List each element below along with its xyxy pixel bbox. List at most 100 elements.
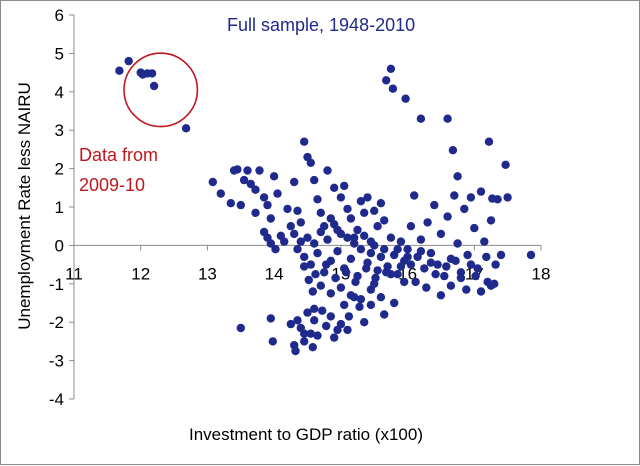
data-point <box>436 291 446 300</box>
data-point <box>322 260 331 269</box>
data-point <box>313 248 322 258</box>
data-point <box>310 239 319 248</box>
data-point <box>316 281 325 290</box>
data-points <box>115 56 536 356</box>
data-point <box>306 329 315 338</box>
y-tick-label: 5 <box>55 44 64 63</box>
axes <box>69 14 542 400</box>
data-point <box>350 233 359 242</box>
data-point <box>400 277 409 287</box>
data-point <box>360 208 369 217</box>
data-point <box>149 81 159 91</box>
data-point <box>376 199 386 208</box>
data-point <box>373 266 382 275</box>
data-point <box>360 231 369 240</box>
data-point <box>340 300 349 310</box>
annotation-line-2: 2009-10 <box>79 175 145 195</box>
data-point <box>420 264 429 273</box>
data-point <box>496 250 506 260</box>
y-tick-label: 4 <box>55 83 64 102</box>
data-point <box>318 306 327 315</box>
data-point <box>466 193 476 202</box>
data-point <box>401 94 410 103</box>
data-point <box>239 175 249 185</box>
data-point <box>320 268 329 277</box>
y-tick-label: 3 <box>55 121 64 140</box>
data-point <box>440 271 449 281</box>
data-point <box>422 283 431 292</box>
data-point <box>269 172 279 181</box>
data-point <box>363 193 372 202</box>
data-point <box>323 166 332 175</box>
data-point <box>403 245 412 254</box>
data-point <box>362 264 371 273</box>
data-point <box>336 229 346 239</box>
data-point <box>342 268 351 277</box>
data-point <box>470 223 479 233</box>
data-point <box>366 300 376 310</box>
data-point <box>443 212 452 221</box>
annotation-circle <box>123 52 199 128</box>
data-point <box>323 235 332 244</box>
data-point <box>147 69 157 78</box>
data-point <box>333 247 342 256</box>
data-point <box>436 229 446 239</box>
data-point <box>456 273 466 283</box>
data-point <box>115 66 124 75</box>
data-point <box>343 325 352 335</box>
data-point <box>343 233 352 242</box>
data-point <box>463 250 472 260</box>
data-point <box>466 260 476 269</box>
data-point <box>251 208 260 217</box>
y-tick-label: 1 <box>55 198 64 217</box>
data-point <box>366 248 376 258</box>
data-point <box>322 321 331 331</box>
data-point <box>300 262 309 271</box>
data-point <box>293 245 302 254</box>
data-point <box>480 237 489 246</box>
data-point <box>411 277 420 287</box>
data-point <box>266 214 275 223</box>
data-point <box>266 239 275 248</box>
data-point <box>351 277 360 287</box>
data-point <box>386 270 396 279</box>
data-point <box>376 293 386 302</box>
data-point <box>303 308 312 317</box>
data-point <box>344 312 354 321</box>
data-point <box>370 241 379 250</box>
data-point <box>308 287 317 296</box>
data-point <box>390 298 399 308</box>
data-point <box>526 250 536 260</box>
data-point <box>476 187 486 196</box>
data-point <box>326 312 335 321</box>
data-point <box>243 166 252 175</box>
data-point <box>311 270 320 279</box>
data-point <box>208 177 217 187</box>
data-point <box>350 293 359 302</box>
data-point <box>462 285 471 294</box>
x-tick-label: 12 <box>131 264 150 283</box>
data-point <box>460 204 469 214</box>
data-point <box>380 310 389 319</box>
data-point <box>396 237 406 246</box>
data-point <box>300 329 309 338</box>
data-point <box>346 254 356 263</box>
data-point <box>246 179 255 189</box>
data-point <box>355 302 364 311</box>
data-point <box>356 245 366 254</box>
data-point <box>273 189 282 198</box>
data-point <box>263 200 272 210</box>
data-point <box>306 260 315 269</box>
y-tick-label: 6 <box>55 6 64 25</box>
x-axis-title: Investment to GDP ratio (x100) <box>189 425 423 444</box>
data-point <box>236 200 245 210</box>
data-point <box>271 245 280 254</box>
data-point <box>233 165 242 174</box>
data-point <box>251 185 260 194</box>
data-point <box>226 199 235 208</box>
data-point <box>416 247 426 256</box>
data-point <box>382 76 391 85</box>
data-point <box>124 56 133 66</box>
data-point <box>393 245 402 254</box>
data-point <box>283 204 292 214</box>
